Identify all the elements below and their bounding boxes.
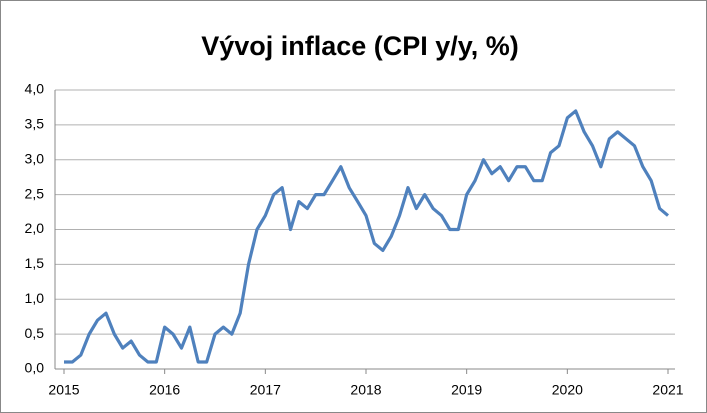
chart-title: Vývoj inflace (CPI y/y, %) bbox=[201, 31, 519, 61]
x-tick-label: 2019 bbox=[451, 382, 482, 398]
data-line bbox=[64, 109, 670, 364]
y-tick-label: 3,0 bbox=[25, 150, 45, 166]
x-tick-label: 2021 bbox=[652, 382, 683, 398]
y-tick-label: 0,5 bbox=[25, 325, 45, 341]
y-tick-label: 2,5 bbox=[25, 185, 45, 201]
y-tick-label: 1,5 bbox=[25, 255, 45, 271]
y-tick-label: 3,5 bbox=[25, 116, 45, 132]
x-tick-label: 2018 bbox=[350, 382, 381, 398]
x-tick-label: 2020 bbox=[552, 382, 583, 398]
x-tick-label: 2015 bbox=[48, 382, 79, 398]
y-tick-label: 2,0 bbox=[25, 220, 45, 236]
x-tick-label: 2017 bbox=[250, 382, 281, 398]
y-tick-label: 1,0 bbox=[25, 290, 45, 306]
x-tick-label: 2016 bbox=[149, 382, 180, 398]
y-tick-label: 0,0 bbox=[25, 360, 45, 376]
y-tick-label: 4,0 bbox=[25, 81, 45, 97]
